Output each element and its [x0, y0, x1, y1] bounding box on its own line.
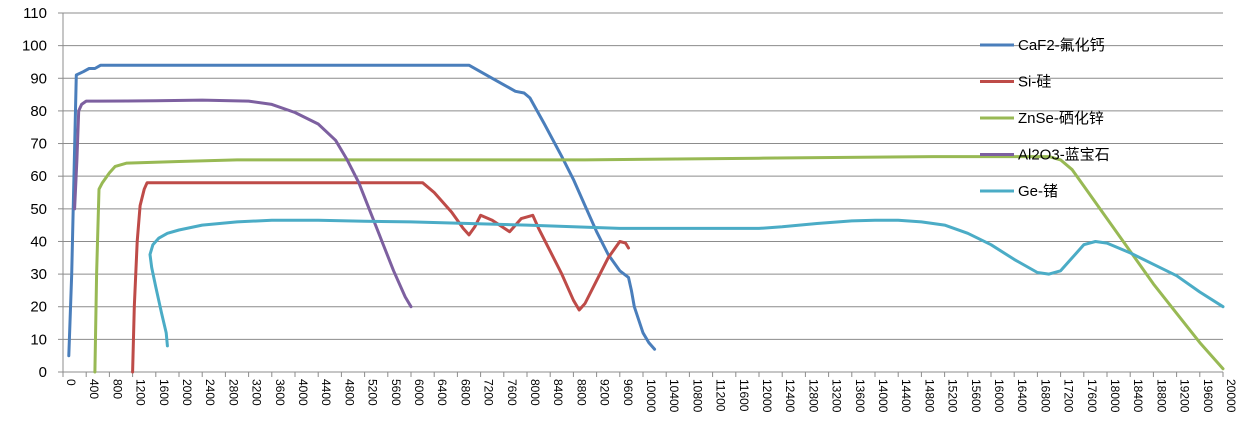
legend-label: Al2O3-蓝宝石 — [1018, 147, 1110, 164]
series-lines — [67, 63, 1225, 374]
x-tick-label: 400 — [87, 379, 101, 399]
y-tick-label: 60 — [30, 168, 47, 185]
x-tick-label: 18800 — [1154, 379, 1168, 413]
x-tick-label: 11200 — [714, 379, 728, 412]
x-tick-label: 11600 — [737, 379, 751, 412]
y-tick-label: 100 — [22, 38, 47, 55]
x-tick-label: 20000 — [1224, 379, 1238, 413]
x-tick-label: 2400 — [203, 379, 217, 406]
x-tick-label: 15600 — [969, 379, 983, 413]
x-tick-label: 6000 — [412, 379, 426, 406]
x-tick-label: 1200 — [134, 379, 148, 406]
x-tick-label: 14400 — [899, 379, 913, 413]
legend: CaF2-氟化钙 Si-硅 ZnSe-硒化锌 Al2O3-蓝宝石 Ge-锗 — [980, 37, 1110, 200]
x-tick-label: 800 — [110, 379, 124, 399]
x-tick-label: 5600 — [389, 379, 403, 406]
series-line-3 — [93, 155, 1225, 374]
x-tick-label: 8000 — [528, 379, 542, 406]
x-tick-label: 8800 — [574, 379, 588, 406]
x-tick-label: 6800 — [458, 379, 472, 406]
x-tick-label: 10000 — [644, 379, 658, 413]
x-tick-label: 4000 — [296, 379, 310, 406]
grid-lines — [63, 12, 1223, 340]
x-tick-label: 10800 — [690, 379, 704, 413]
y-tick-label: 40 — [30, 233, 47, 250]
x-tick-label: 3200 — [250, 379, 264, 406]
y-tick-label: 110 — [23, 5, 47, 22]
x-tick-label: 8400 — [551, 379, 565, 406]
legend-label: Ge-锗 — [1018, 183, 1058, 200]
x-tick-label: 16800 — [1038, 379, 1052, 413]
x-tick-label: 10400 — [667, 379, 681, 413]
x-tick-label: 17600 — [1085, 379, 1099, 413]
legend-label: Si-硅 — [1018, 74, 1051, 91]
x-tick-label: 18400 — [1131, 379, 1145, 413]
x-tick-label: 9600 — [621, 379, 635, 406]
x-tick-label: 13600 — [853, 379, 867, 413]
x-tick-label: 7600 — [505, 379, 519, 406]
y-tick-label: 70 — [30, 136, 47, 153]
x-tick-label: 4400 — [319, 379, 333, 406]
y-tick-label: 0 — [39, 364, 47, 381]
x-tick-label: 9200 — [598, 379, 612, 406]
axes: 0 10 20 30 40 50 60 70 80 90 100 110 0 400 800 1200 1600… — [22, 5, 1238, 413]
x-tick-label: 12800 — [806, 379, 820, 413]
x-tick-label: 16400 — [1015, 379, 1029, 413]
series-line-4 — [73, 98, 413, 309]
x-tick-label: 4800 — [342, 379, 356, 406]
y-tick-label: 10 — [30, 331, 47, 348]
y-tick-label: 20 — [30, 299, 47, 316]
y-tick-label: 90 — [30, 70, 47, 87]
x-tick-label: 6400 — [435, 379, 449, 406]
x-tick-label: 16000 — [992, 379, 1006, 413]
series-line-5 — [148, 218, 1225, 348]
x-tick-label: 3600 — [273, 379, 287, 406]
x-tick-label: 13200 — [830, 379, 844, 413]
x-tick-label: 19200 — [1178, 379, 1192, 413]
x-tick-label: 2000 — [180, 379, 194, 406]
y-tick-label: 80 — [30, 103, 47, 120]
legend-label: ZnSe-硒化锌 — [1018, 110, 1104, 127]
y-tick-label: 30 — [30, 266, 47, 283]
x-tick-label: 17200 — [1062, 379, 1076, 413]
x-tick-label: 18000 — [1108, 379, 1122, 413]
legend-label: CaF2-氟化钙 — [1018, 37, 1105, 54]
x-tick-label: 12000 — [760, 379, 774, 413]
x-tick-label: 15200 — [946, 379, 960, 413]
x-tick-label: 7200 — [482, 379, 496, 406]
x-tick-label: 19600 — [1201, 379, 1215, 413]
x-tick-label: 14000 — [876, 379, 890, 413]
x-tick-label: 2800 — [226, 379, 240, 406]
series-line-1 — [67, 63, 657, 358]
x-tick-label: 0 — [64, 379, 78, 386]
y-tick-label: 50 — [30, 201, 47, 218]
x-tick-label: 5200 — [366, 379, 380, 406]
x-tick-label: 1600 — [157, 379, 171, 406]
series-line-2 — [131, 181, 630, 374]
x-tick-label: 12400 — [783, 379, 797, 413]
x-tick-label: 14800 — [922, 379, 936, 413]
